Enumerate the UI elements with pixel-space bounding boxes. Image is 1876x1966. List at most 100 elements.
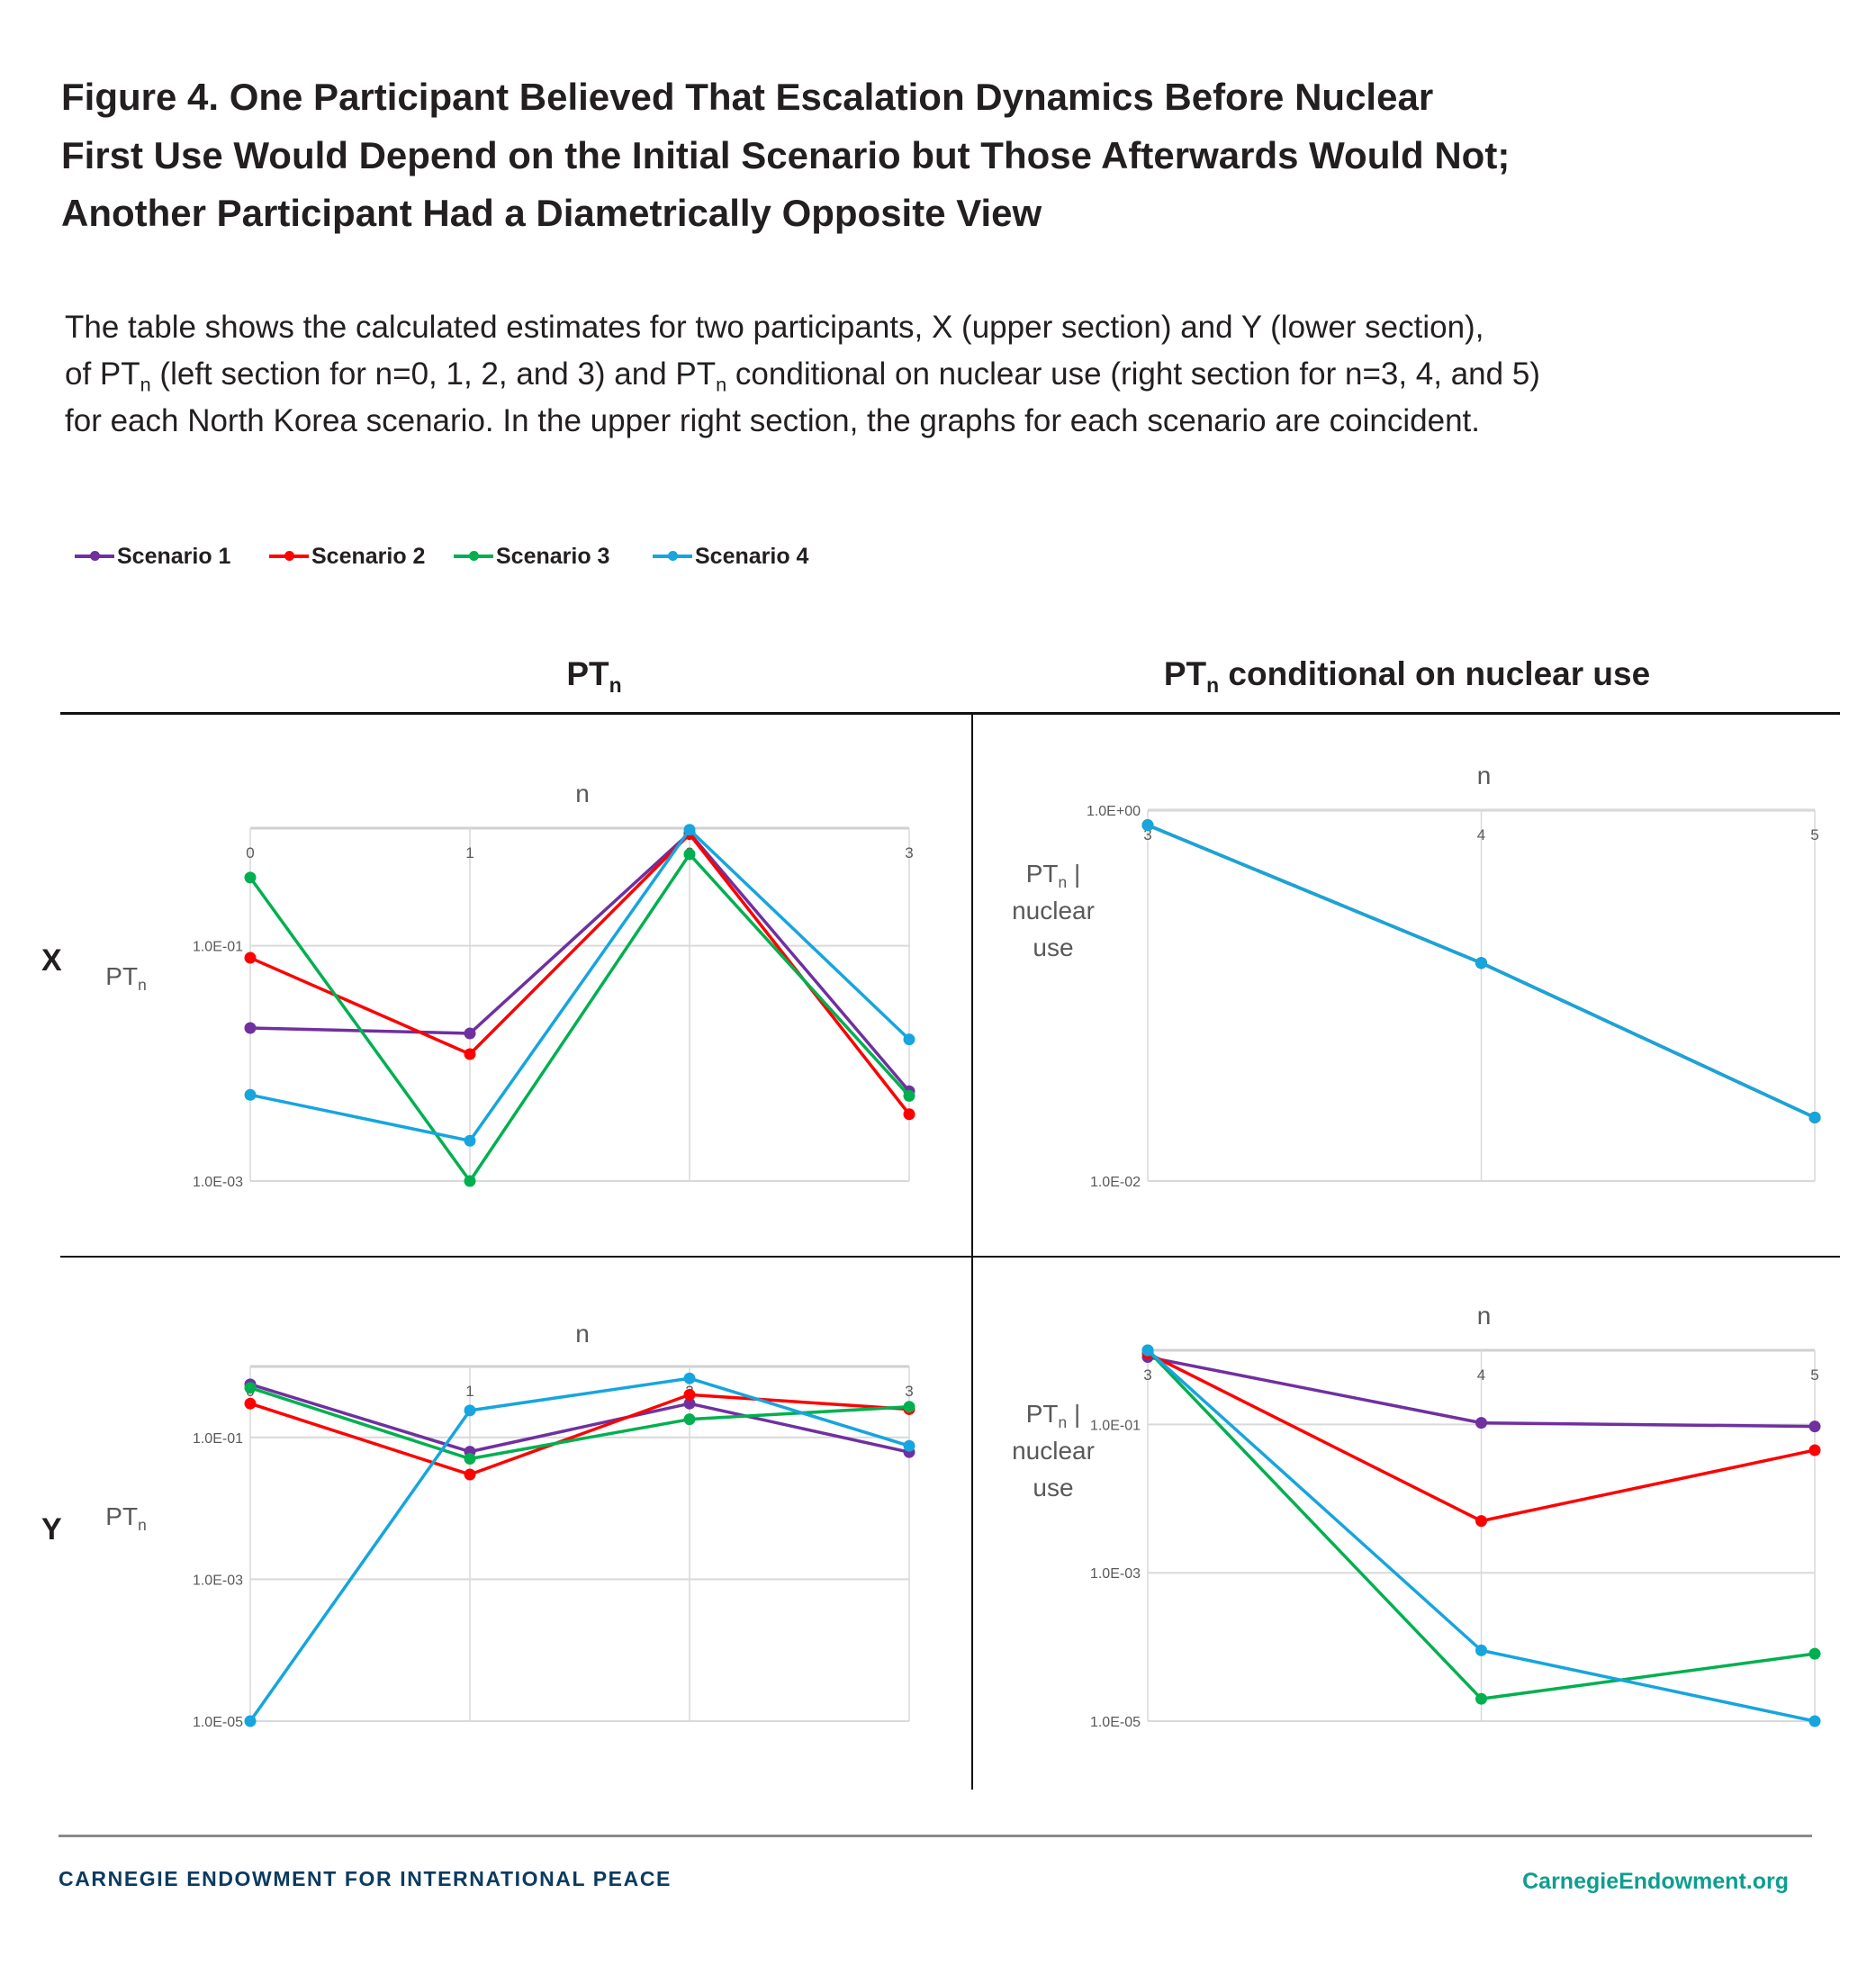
chart-y-2: 1.0E-011.0E-031.0E-050123n (193, 1320, 915, 1730)
data-point (464, 1175, 476, 1187)
x-tick-label: 0 (246, 844, 254, 861)
data-point (244, 871, 257, 884)
data-point (244, 1088, 257, 1101)
data-point (903, 1089, 915, 1102)
series-scenario-4 (244, 824, 915, 1147)
data-point (683, 1388, 696, 1401)
legend-label: Scenario 1 (117, 543, 231, 569)
data-point (1475, 1515, 1487, 1528)
y-axis-label-x-conditional: PTn | nuclear use (999, 855, 1107, 966)
subscript: n (1058, 1413, 1068, 1432)
description-line-2: of PTn (left section for n=0, 1, 2, and … (65, 356, 1540, 394)
data-point (903, 1033, 915, 1046)
figure-title-line-3: Another Participant Had a Diametrically … (61, 192, 1042, 234)
publisher-website-link[interactable]: CarnegieEndowment.org (1522, 1869, 1789, 1894)
x-tick-label: 1 (465, 844, 474, 861)
axis-label-text: PT (105, 962, 139, 990)
subscript: n (716, 373, 727, 396)
series-scenario-1 (244, 826, 915, 1097)
legend-marker-icon (269, 551, 309, 561)
x-tick-label: 5 (1810, 1366, 1818, 1384)
row-label-y: Y (41, 1512, 62, 1547)
data-point (1141, 819, 1154, 832)
data-point (1808, 1647, 1821, 1660)
x-axis-title: n (1477, 762, 1492, 789)
subscript: n (1058, 873, 1068, 892)
series-line (249, 827, 911, 1143)
data-point (464, 1404, 476, 1417)
data-point (1475, 957, 1487, 969)
series-scenario-2 (244, 828, 915, 1121)
axis-label-text: PT (1025, 1400, 1059, 1428)
subscript: n (138, 976, 147, 995)
data-point (1808, 1420, 1821, 1433)
x-tick-label: 3 (905, 844, 913, 861)
description-line-1: The table shows the calculated estimates… (65, 310, 1484, 345)
data-point (1808, 1444, 1821, 1456)
axis-label-text: PT (1025, 860, 1059, 888)
legend-label: Scenario 2 (311, 543, 426, 569)
y-tick-label: 1.0E-03 (1090, 1566, 1141, 1582)
data-point (683, 1397, 696, 1410)
legend-label: Scenario 3 (496, 543, 610, 569)
data-point (1808, 1715, 1821, 1727)
x-tick-label: 3 (1143, 826, 1151, 843)
data-point (244, 1022, 257, 1034)
y-tick-label: 1.0E-03 (193, 1175, 243, 1190)
description-text: conditional on nuclear use (right sectio… (726, 356, 1540, 392)
y-tick-label: 1.0E-01 (193, 1431, 243, 1447)
x-tick-label: 1 (465, 1383, 474, 1400)
data-point (464, 1027, 476, 1040)
x-axis-title: n (1477, 1302, 1492, 1330)
data-point (464, 1134, 476, 1147)
y-tick-label: 1.0E-02 (1090, 1175, 1141, 1190)
data-point (464, 1048, 476, 1060)
x-tick-label: 4 (1477, 1366, 1485, 1384)
series-scenario-4 (244, 1372, 915, 1727)
data-point (244, 1382, 257, 1394)
axis-label-text: PT (105, 1502, 139, 1530)
table-top-rule (60, 712, 1840, 715)
x-tick-label: 4 (1477, 826, 1485, 843)
chart-x-0: 1.0E-011.0E-030123n (193, 780, 915, 1190)
y-axis-label-y-ptn: PTn (99, 1498, 153, 1535)
x-axis-title: n (575, 780, 590, 807)
figure-title-line-2: First Use Would Depend on the Initial Sc… (61, 134, 1511, 176)
chart-y-3: 1.0E-01 1.0E-03 1.0E-05 3 4 5 n (1090, 1302, 1821, 1730)
series-line (248, 852, 911, 1183)
description-line-3: for each North Korea scenario. In the up… (65, 403, 1481, 438)
x-axis-title: n (575, 1320, 590, 1348)
footer-rule (59, 1835, 1812, 1837)
header-text: PT (566, 655, 609, 692)
data-point (1475, 1644, 1487, 1656)
column-header-ptn: PTn (566, 655, 621, 695)
x-tick-label: 5 (1810, 826, 1818, 843)
data-point (903, 1108, 915, 1121)
series-scenario-4 (1141, 1344, 1821, 1727)
legend-marker-icon (75, 551, 114, 561)
axis-label-text: | nuclear use (1012, 1400, 1095, 1502)
subscript: n (140, 373, 151, 396)
data-point (683, 1413, 696, 1426)
data-point (683, 848, 696, 861)
publisher-name: CARNEGIE ENDOWMENT FOR INTERNATIONAL PEA… (59, 1867, 672, 1890)
legend-marker-icon (454, 551, 493, 561)
axis-label-text: | nuclear use (1012, 860, 1095, 961)
header-text: PT (1163, 655, 1207, 692)
legend-label: Scenario 4 (695, 543, 809, 569)
header-text: conditional on nuclear use (1219, 655, 1651, 692)
column-header-ptn-conditional: PTn conditional on nuclear use (1163, 655, 1651, 695)
data-point (903, 1439, 915, 1452)
y-tick-label: 1.0E-01 (193, 940, 243, 955)
data-point (464, 1453, 476, 1465)
legend-item-scenario-2: Scenario 2 (269, 542, 425, 571)
series-scenario-3 (244, 848, 915, 1187)
chart-x-1: 1.0E+00 1.0E-02 3 4 5 n (1087, 762, 1821, 1190)
data-point (1475, 1417, 1487, 1429)
table-middle-rule (60, 1256, 1840, 1258)
data-point (1141, 1344, 1154, 1357)
description-text: of PT (65, 356, 140, 392)
data-point (244, 1715, 257, 1727)
subscript: n (609, 673, 622, 698)
